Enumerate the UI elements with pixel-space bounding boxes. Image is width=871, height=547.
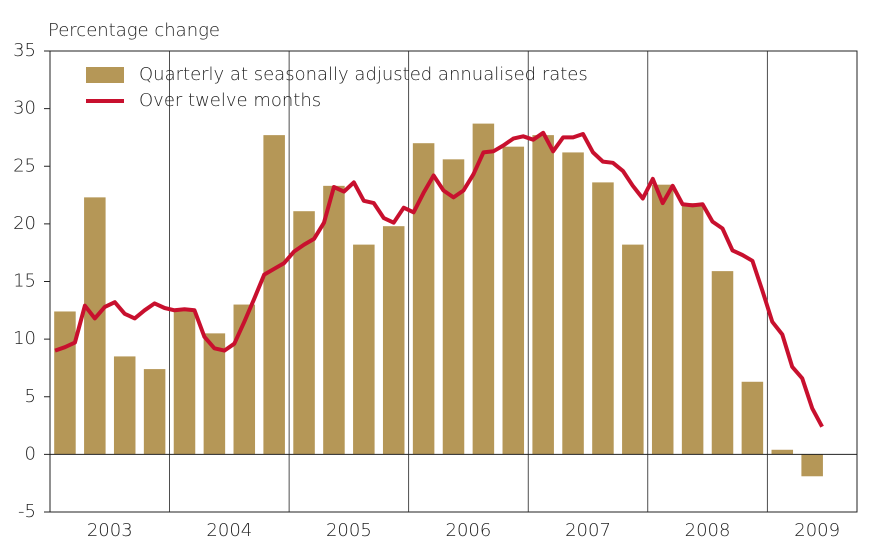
x-tick-label: 2006	[446, 520, 492, 541]
bar	[293, 211, 315, 455]
bar	[263, 135, 285, 455]
bar	[84, 197, 106, 455]
bar	[741, 381, 764, 455]
y-tick-label: 25	[13, 155, 36, 176]
x-tick-label: 2009	[794, 520, 840, 541]
x-tick-label: 2008	[685, 520, 731, 541]
x-tick-label: 2004	[206, 520, 252, 541]
y-tick-label: -5	[18, 501, 36, 522]
legend-label: Over twelve months	[139, 90, 321, 111]
bar	[771, 449, 794, 455]
bar	[143, 369, 166, 455]
x-tick-label: 2007	[565, 520, 611, 541]
bar	[472, 123, 495, 455]
bar	[173, 310, 196, 455]
bar	[622, 244, 644, 455]
bar	[681, 203, 704, 455]
bar	[711, 271, 734, 455]
plot-frame	[49, 50, 858, 513]
bar	[203, 333, 226, 455]
x-tick-label: 2005	[326, 520, 372, 541]
bar	[562, 152, 584, 455]
bar	[382, 226, 405, 455]
bar	[651, 184, 674, 455]
y-tick-label: 5	[25, 386, 36, 407]
bar	[113, 356, 136, 455]
y-tick-label: 20	[13, 213, 36, 234]
y-tick-label: 10	[13, 328, 36, 349]
legend-label: Quarterly at seasonally adjusted annuali…	[139, 64, 588, 85]
bar	[353, 244, 375, 455]
legend-swatch	[86, 67, 124, 83]
bar	[323, 185, 345, 455]
bar	[442, 159, 465, 455]
y-tick-label: 0	[25, 443, 36, 464]
bar	[502, 146, 525, 455]
bar	[54, 311, 76, 455]
bar	[592, 182, 614, 455]
y-tick-label: 15	[13, 271, 36, 292]
y-axis-label: Percentage change	[48, 20, 220, 41]
y-tick-label: 35	[13, 40, 36, 61]
bar	[532, 135, 554, 455]
bar	[412, 143, 435, 455]
x-tick-label: 2003	[87, 520, 133, 541]
bar	[233, 304, 256, 455]
y-tick-label: 30	[13, 98, 36, 119]
line	[54, 130, 824, 428]
bar	[801, 454, 823, 477]
